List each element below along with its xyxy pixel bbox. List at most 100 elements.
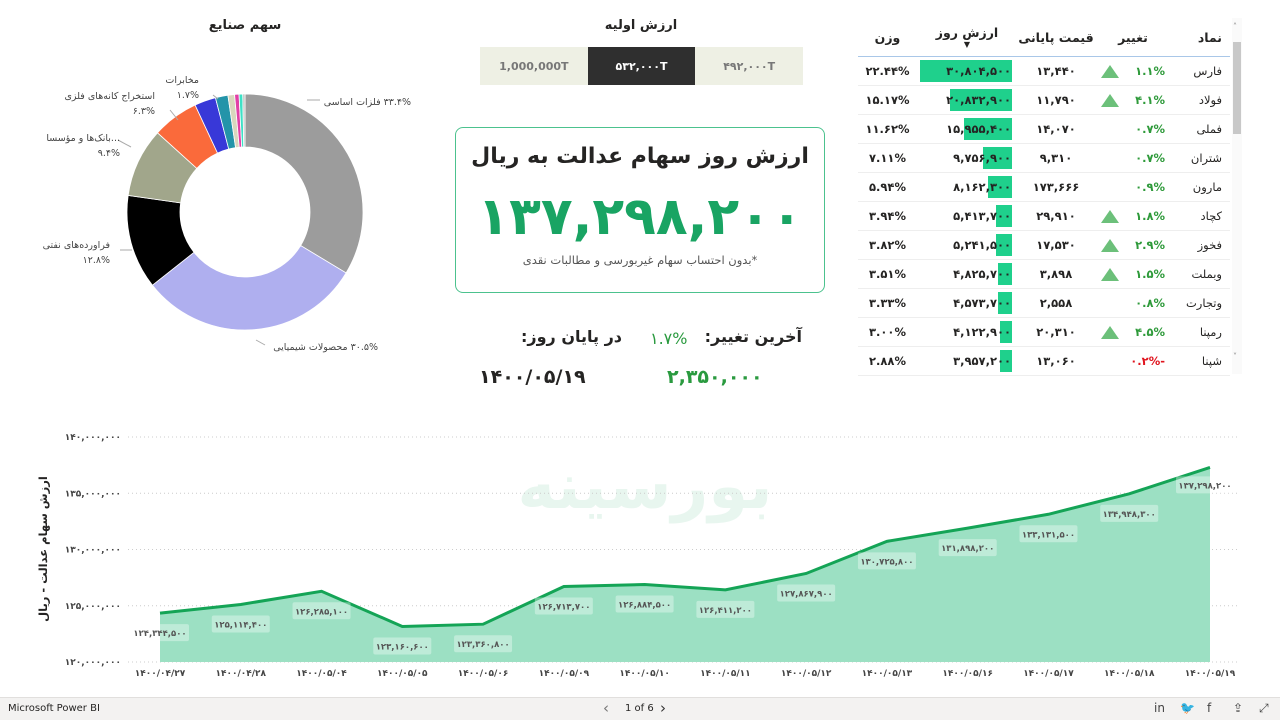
x-tick-label: ۱۴۰۰/۰۵/۰۹ (539, 669, 590, 679)
data-point[interactable] (1042, 508, 1054, 520)
data-label: ۱۲۷,۸۶۷,۹۰۰ (780, 589, 833, 599)
pie-label-name: استخراج کانه‌های فلزی (64, 91, 155, 102)
data-point[interactable] (235, 598, 247, 610)
table-row[interactable]: فخوز ۲.۹% ۱۷,۵۳۰ ۵,۲۴۱,۵۰۰ ۳.۸۲% (858, 231, 1230, 260)
table-row[interactable]: وتجارت ۰.۸% ۲,۵۵۸ ۴,۵۷۳,۷۰۰ ۳.۳۳% (858, 289, 1230, 318)
prev-page-button[interactable]: ‹ (603, 699, 609, 717)
table-row[interactable]: فارس ۱.۱% ۱۳,۴۴۰ ۳۰,۸۰۴,۵۰۰ ۲۲.۴۴% (858, 57, 1230, 86)
data-point[interactable] (881, 535, 893, 547)
table-row[interactable]: فولاد ۴.۱% ۱۱,۷۹۰ ۲۰,۸۳۲,۹۰۰ ۱۵.۱۷% (858, 86, 1230, 115)
table-row[interactable]: شپنا -۰.۲% ۱۳,۰۶۰ ۳,۹۵۷,۲۰۰ ۲.۸۸% (858, 347, 1230, 376)
change-cell: ۰.۷% (1095, 151, 1175, 165)
option-532000[interactable]: ۵۳۲,۰۰۰T (587, 47, 696, 85)
table-row[interactable]: کچاد ۱.۸% ۲۹,۹۱۰ ۵,۴۱۳,۷۰۰ ۳.۹۴% (858, 202, 1230, 231)
day-value: ۸,۱۶۲,۳۰۰ (953, 180, 1011, 194)
x-tick-label: ۱۴۰۰/۰۵/۰۵ (377, 669, 428, 679)
table-row[interactable]: مارون ۰.۹% ۱۷۳,۶۶۶ ۸,۱۶۲,۳۰۰ ۵.۹۴% (858, 173, 1230, 202)
x-tick-label: ۱۴۰۰/۰۵/۱۲ (781, 669, 832, 679)
series-line (159, 465, 1211, 628)
table-scrollbar[interactable] (1232, 18, 1242, 374)
close-price-cell: ۱۴,۰۷۰ (1036, 122, 1076, 136)
x-tick-label: ۱۴۰۰/۰۵/۰۴ (296, 669, 347, 679)
data-point[interactable] (639, 579, 651, 591)
symbol-cell: شپنا (1201, 354, 1222, 368)
table-row[interactable]: فملی ۰.۷% ۱۴,۰۷۰ ۱۵,۹۵۵,۴۰۰ ۱۱.۶۲% (858, 115, 1230, 144)
x-tick-label: ۱۴۰۰/۰۴/۲۷ (135, 669, 186, 679)
data-point[interactable] (316, 585, 328, 597)
value-bar (987, 176, 1012, 198)
header-close-price[interactable]: قیمت پایانی (1018, 29, 1094, 45)
day-value-cell: ۴,۵۷۳,۷۰۰ (917, 289, 1017, 317)
share-icon[interactable]: ⇪ (1233, 701, 1244, 715)
donut-slice[interactable] (244, 93, 364, 274)
data-point[interactable] (1123, 488, 1135, 500)
table-row[interactable]: رمپنا ۴.۵% ۲۰,۳۱۰ ۴,۱۲۲,۹۰۰ ۳.۰۰% (858, 318, 1230, 347)
change-value: ۱.۱% (1135, 64, 1165, 78)
data-point[interactable] (962, 522, 974, 534)
donut-slice[interactable] (151, 245, 347, 331)
change-value: ۲.۹% (1135, 238, 1165, 252)
data-label-bg (1019, 525, 1078, 543)
change-cell: ۰.۷% (1095, 122, 1175, 136)
scrollbar-thumb[interactable] (1233, 42, 1241, 134)
donut-slice[interactable] (242, 93, 246, 148)
data-label: ۱۳۰,۷۲۵,۸۰۰ (860, 557, 913, 567)
data-point[interactable] (719, 584, 731, 596)
fullscreen-icon[interactable]: ⤢ (1259, 701, 1269, 715)
data-point[interactable] (800, 567, 812, 579)
y-tick-label: ۱۳۵,۰۰۰,۰۰۰ (65, 489, 121, 499)
change-value: ۱.۸% (1135, 209, 1165, 223)
close-price-cell: ۱۷۳,۶۶۶ (1032, 180, 1080, 194)
pie-label-pct: ۳۰.۵% (350, 342, 378, 353)
change-cell: ۱.۵% (1095, 267, 1175, 281)
x-tick-label: ۱۴۰۰/۰۵/۱۹ (1185, 669, 1236, 679)
value-area-chart[interactable]: ۱۴۰,۰۰۰,۰۰۰ ۱۳۵,۰۰۰,۰۰۰ ۱۳۰,۰۰۰,۰۰۰ ۱۲۵,۰۰۰… (0, 420, 1280, 695)
data-point[interactable] (1204, 461, 1216, 473)
area-fill (160, 467, 1210, 662)
day-value: ۴,۸۲۵,۷۰۰ (953, 267, 1011, 281)
header-weight[interactable]: وزن (874, 29, 901, 45)
next-page-button[interactable]: › (660, 699, 666, 717)
data-point[interactable] (154, 607, 166, 619)
day-value-cell: ۹,۷۵۶,۹۰۰ (917, 144, 1017, 172)
industry-donut-chart[interactable] (0, 0, 440, 400)
change-cell: ۴.۵% (1095, 325, 1175, 339)
data-label: ۱۲۴,۳۴۴,۵۰۰ (133, 629, 186, 639)
day-value-cell: ۵,۴۱۳,۷۰۰ (917, 202, 1017, 230)
option-492000[interactable]: ۴۹۲,۰۰۰T (695, 47, 804, 85)
header-symbol[interactable]: نماد (1197, 29, 1222, 45)
change-cell: ۲.۹% (1095, 238, 1175, 252)
twitter-icon[interactable]: 🐦 (1180, 701, 1195, 715)
change-value: ۰.۸% (1135, 296, 1165, 310)
data-point[interactable] (477, 618, 489, 630)
table-header: نماد تغییر قیمت پایانی ارزش روز ▼ وزن (858, 18, 1230, 57)
change-value: -۰.۲% (1130, 354, 1165, 368)
table-row[interactable]: شتران ۰.۷% ۹,۳۱۰ ۹,۷۵۶,۹۰۰ ۷.۱۱% (858, 144, 1230, 173)
data-label-bg (1100, 504, 1159, 522)
day-value-cell: ۳,۹۵۷,۲۰۰ (917, 347, 1017, 375)
pie-label-pct: ۶.۳% (132, 106, 155, 117)
facebook-icon[interactable]: f (1207, 701, 1212, 715)
data-label: ۱۲۶,۸۸۴,۵۰۰ (618, 601, 671, 611)
x-tick-label: ۱۴۰۰/۰۵/۱۰ (619, 669, 670, 679)
header-change[interactable]: تغییر (1118, 29, 1148, 45)
pie-label-banks: ...بانک‌ها و مؤسسا ۹.۴% (46, 131, 120, 161)
weight-cell: ۱۱.۶۲% (865, 122, 910, 136)
data-label-bg (857, 552, 916, 570)
value-bar (995, 205, 1012, 227)
page-indicator: 1 of 6 (625, 703, 654, 714)
option-1000000[interactable]: 1,000,000T (480, 47, 588, 85)
value-bar (996, 234, 1012, 256)
scroll-down-icon[interactable]: ˅ (1233, 352, 1237, 361)
x-tick-label: ۱۴۰۰/۰۴/۲۸ (216, 669, 267, 679)
pie-label-chemicals: ۳۰.۵% محصولات شیمیایی (273, 340, 378, 355)
pie-label-telecom: مخابرات ۱.۷% (165, 73, 199, 103)
linkedin-icon[interactable]: in (1154, 701, 1165, 715)
x-tick-label: ۱۴۰۰/۰۵/۱۶ (942, 669, 993, 679)
scroll-up-icon[interactable]: ˄ (1233, 22, 1237, 31)
table-row[interactable]: وبملت ۱.۵% ۳,۸۹۸ ۴,۸۲۵,۷۰۰ ۳.۵۱% (858, 260, 1230, 289)
data-point[interactable] (396, 620, 408, 632)
last-change-percent: ۱.۷% (650, 329, 688, 348)
header-day-value[interactable]: ارزش روز ▼ (917, 18, 1017, 56)
data-point[interactable] (558, 580, 570, 592)
